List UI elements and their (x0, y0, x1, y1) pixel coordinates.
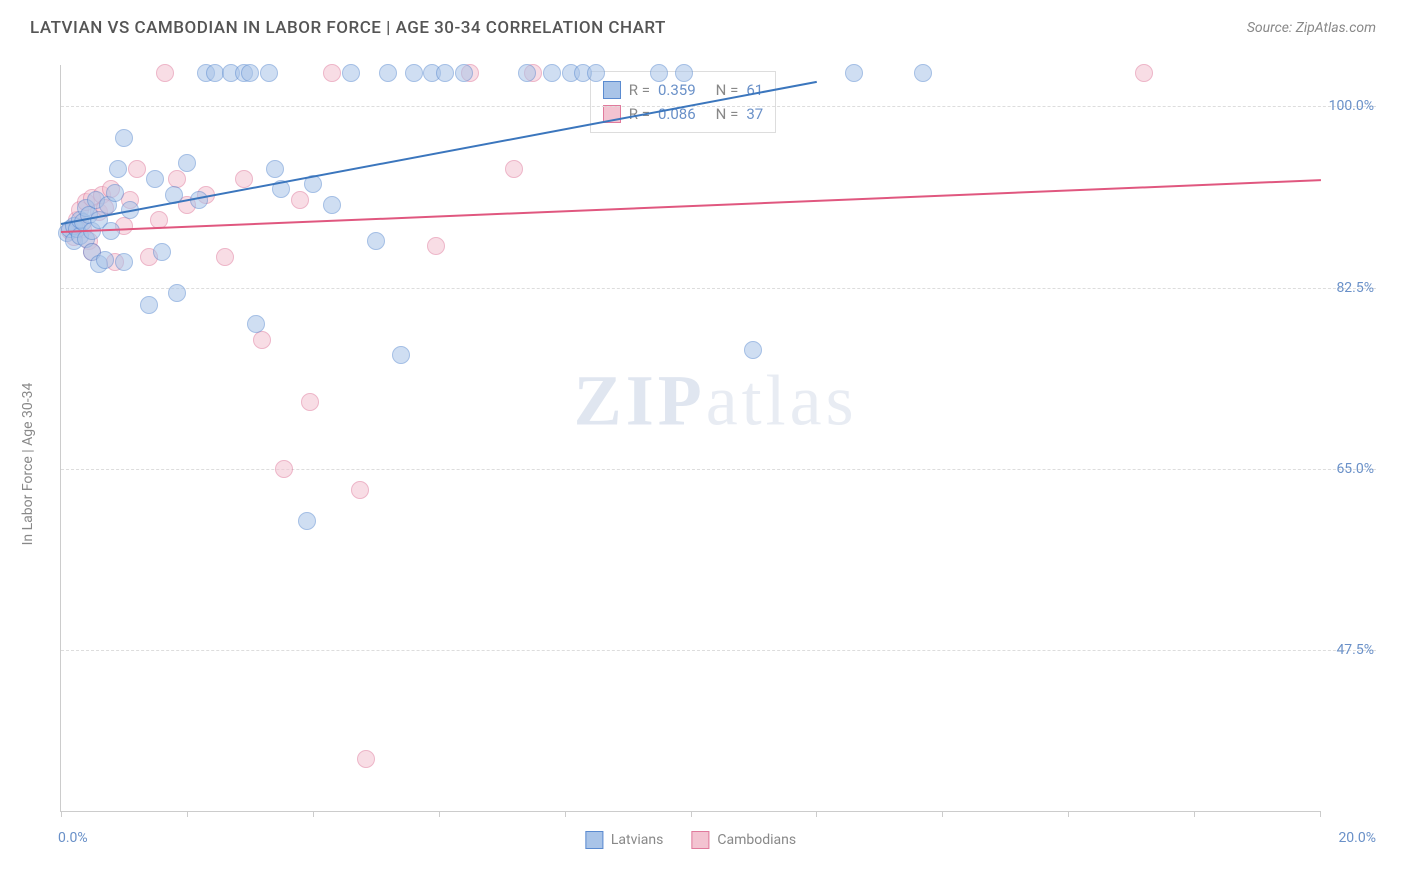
legend-swatch (603, 81, 621, 99)
data-point (455, 64, 473, 82)
y-tick-label: 100.0% (1320, 98, 1376, 114)
data-point (298, 512, 316, 530)
data-point (128, 160, 146, 178)
data-point (357, 750, 375, 768)
chart-source: Source: ZipAtlas.com (1247, 20, 1376, 36)
gridline (61, 650, 1376, 651)
data-point (505, 160, 523, 178)
data-point (744, 341, 762, 359)
x-tick (1194, 811, 1195, 817)
data-point (392, 346, 410, 364)
chart-title: LATVIAN VS CAMBODIAN IN LABOR FORCE | AG… (30, 18, 666, 38)
legend-r-value: 0.359 (658, 78, 696, 102)
gridline (61, 106, 1376, 107)
x-tick (942, 811, 943, 817)
legend-r-label: R = (629, 78, 650, 102)
data-point (845, 64, 863, 82)
data-point (342, 64, 360, 82)
data-point (436, 64, 454, 82)
x-tick (61, 811, 62, 817)
watermark-light: atlas (706, 360, 858, 440)
trend-line (61, 81, 817, 225)
data-point (253, 331, 271, 349)
data-point (96, 251, 114, 269)
data-point (216, 248, 234, 266)
watermark: ZIPatlas (574, 359, 858, 442)
x-tick (1320, 811, 1321, 817)
data-point (367, 232, 385, 250)
data-point (291, 191, 309, 209)
data-point (235, 170, 253, 188)
data-point (168, 284, 186, 302)
data-point (518, 64, 536, 82)
data-point (543, 64, 561, 82)
x-axis-start-label: 0.0% (58, 830, 88, 846)
legend-swatch (585, 831, 603, 849)
y-axis-title: In Labor Force | Age 30-34 (20, 382, 36, 545)
data-point (427, 237, 445, 255)
data-point (156, 64, 174, 82)
x-tick (313, 811, 314, 817)
gridline (61, 288, 1376, 289)
series-legend-item: Cambodians (691, 831, 796, 849)
data-point (301, 393, 319, 411)
data-point (241, 64, 259, 82)
data-point (1135, 64, 1153, 82)
x-axis-end-label: 20.0% (1338, 830, 1376, 846)
data-point (109, 160, 127, 178)
data-point (115, 253, 133, 271)
x-tick (565, 811, 566, 817)
x-tick (1068, 811, 1069, 817)
data-point (153, 243, 171, 261)
data-point (351, 481, 369, 499)
x-tick (816, 811, 817, 817)
data-point (587, 64, 605, 82)
legend-swatch (691, 831, 709, 849)
data-point (379, 64, 397, 82)
data-point (140, 296, 158, 314)
data-point (405, 64, 423, 82)
data-point (650, 64, 668, 82)
x-tick (187, 811, 188, 817)
data-point (323, 196, 341, 214)
chart-container: In Labor Force | Age 30-34 ZIPatlas R = … (30, 55, 1376, 872)
data-point (247, 315, 265, 333)
data-point (323, 64, 341, 82)
legend-n-value: 61 (746, 78, 763, 102)
data-point (115, 129, 133, 147)
gridline (61, 469, 1376, 470)
data-point (260, 64, 278, 82)
data-point (106, 184, 124, 202)
series-legend-item: Latvians (585, 831, 664, 849)
series-legend: Latvians Cambodians (585, 831, 796, 849)
x-tick (439, 811, 440, 817)
series-legend-label: Cambodians (717, 832, 796, 848)
data-point (146, 170, 164, 188)
data-point (914, 64, 932, 82)
plot-area: ZIPatlas R = 0.359N = 61R = 0.086N = 37 … (60, 65, 1320, 812)
watermark-bold: ZIP (574, 360, 706, 440)
data-point (266, 160, 284, 178)
chart-header: LATVIAN VS CAMBODIAN IN LABOR FORCE | AG… (0, 0, 1406, 46)
data-point (275, 460, 293, 478)
data-point (178, 154, 196, 172)
series-legend-label: Latvians (611, 832, 664, 848)
y-tick-label: 65.0% (1320, 461, 1376, 477)
y-tick-label: 47.5% (1320, 642, 1376, 658)
y-tick-label: 82.5% (1320, 280, 1376, 296)
x-tick (691, 811, 692, 817)
data-point (675, 64, 693, 82)
